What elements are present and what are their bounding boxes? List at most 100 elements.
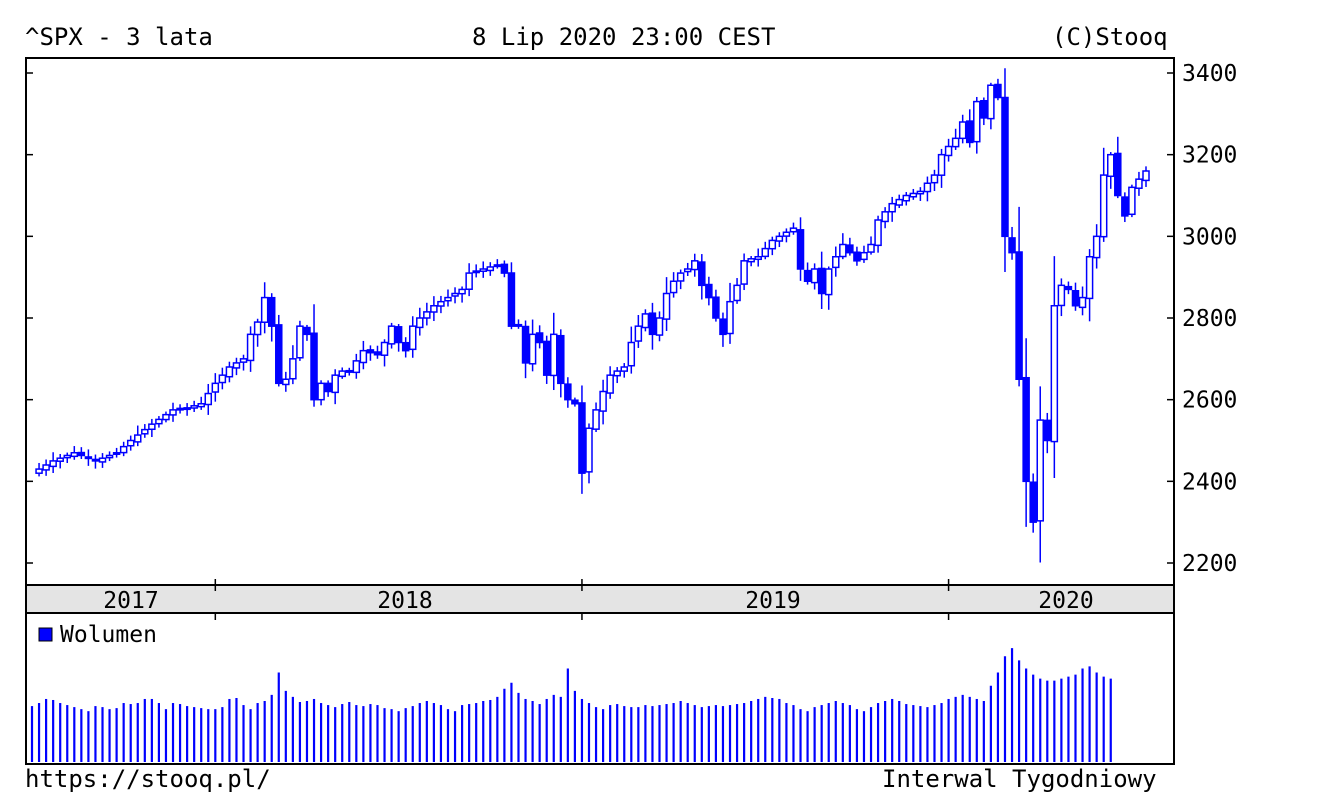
candle (169, 402, 177, 422)
candle (359, 340, 368, 370)
candle (719, 312, 727, 347)
candle (458, 286, 466, 303)
x-tick-label: 2018 (377, 588, 432, 614)
candle (260, 282, 269, 334)
candle (507, 262, 516, 330)
candle (853, 246, 861, 266)
candle (500, 260, 509, 278)
candle (1001, 68, 1009, 272)
candles (35, 68, 1150, 563)
y-tick-label: 2800 (1182, 306, 1237, 332)
candle (1050, 256, 1059, 478)
candle (112, 447, 121, 458)
copyright-label: (C)Stooq (1052, 23, 1168, 51)
candle (557, 329, 565, 398)
candle (937, 148, 946, 188)
x-axis: 2017 2018 2019 2020 (103, 579, 1094, 620)
candle (775, 232, 784, 248)
candle (239, 354, 248, 371)
candle (430, 296, 438, 322)
candle (514, 319, 523, 329)
candle (303, 324, 311, 341)
candle (521, 320, 530, 379)
candle (768, 236, 777, 256)
candle (634, 315, 643, 348)
candle (394, 324, 403, 352)
candle (465, 263, 473, 297)
candle (63, 452, 72, 464)
candle (49, 452, 57, 474)
candle (726, 282, 734, 344)
candle (70, 446, 79, 460)
legend-label-volume: Wolumen (60, 622, 157, 648)
candle (246, 326, 255, 372)
candle (740, 253, 748, 291)
candle (944, 138, 953, 162)
y-tick-label: 2400 (1182, 469, 1237, 495)
candle (232, 357, 241, 376)
legend-swatch-volume (38, 627, 53, 642)
candle (839, 233, 847, 260)
candle (549, 312, 558, 391)
candle (599, 379, 607, 425)
candle (141, 424, 149, 438)
candle (832, 246, 840, 277)
y-axis: 2200 2400 2600 2800 3000 3200 3400 (26, 61, 1237, 577)
candle (1099, 147, 1108, 242)
candle (1015, 206, 1023, 387)
candle (35, 462, 43, 477)
candle (472, 264, 480, 278)
candle (698, 254, 706, 300)
candle (1106, 152, 1115, 189)
y-tick-label: 3200 (1182, 143, 1237, 169)
candle (1092, 224, 1101, 269)
candle (874, 215, 882, 253)
candle (902, 192, 911, 206)
candle (965, 109, 974, 148)
candle (1135, 171, 1143, 196)
candle (578, 385, 586, 494)
candle (204, 383, 213, 415)
y-tick-label: 3000 (1182, 224, 1237, 250)
candle (782, 228, 791, 243)
source-url: https://stooq.pl/ (25, 765, 271, 793)
y-tick-label: 3400 (1182, 61, 1237, 87)
candle (437, 295, 445, 314)
candle (973, 96, 981, 154)
candle (1036, 386, 1044, 563)
candle (225, 361, 234, 383)
candle (951, 128, 960, 150)
candle (895, 194, 903, 209)
candle (218, 367, 227, 390)
candle (958, 114, 967, 144)
candle (1071, 282, 1080, 311)
candle (345, 367, 354, 376)
candle (296, 320, 304, 361)
candle (1043, 412, 1052, 454)
chart-title: ^SPX - 3 lata (25, 23, 213, 51)
candle (571, 397, 579, 407)
candle (980, 97, 988, 126)
candle (683, 262, 692, 277)
candle (148, 418, 156, 437)
candle (796, 217, 805, 281)
candle (1142, 166, 1150, 187)
candle (662, 277, 671, 331)
candle (42, 459, 50, 476)
candle (183, 403, 191, 416)
candle (267, 293, 276, 342)
chart-date: 8 Lip 2020 23:00 CEST (472, 23, 776, 51)
candle (542, 335, 551, 384)
candle (564, 377, 572, 408)
candle (585, 423, 593, 484)
candle (846, 237, 854, 256)
candle (733, 278, 741, 304)
candle (1128, 184, 1136, 218)
candle (1022, 338, 1030, 527)
candle (824, 266, 833, 310)
candle (162, 411, 170, 423)
candle (366, 345, 375, 361)
candle (641, 309, 650, 332)
candle (923, 176, 932, 202)
candle (176, 404, 184, 414)
